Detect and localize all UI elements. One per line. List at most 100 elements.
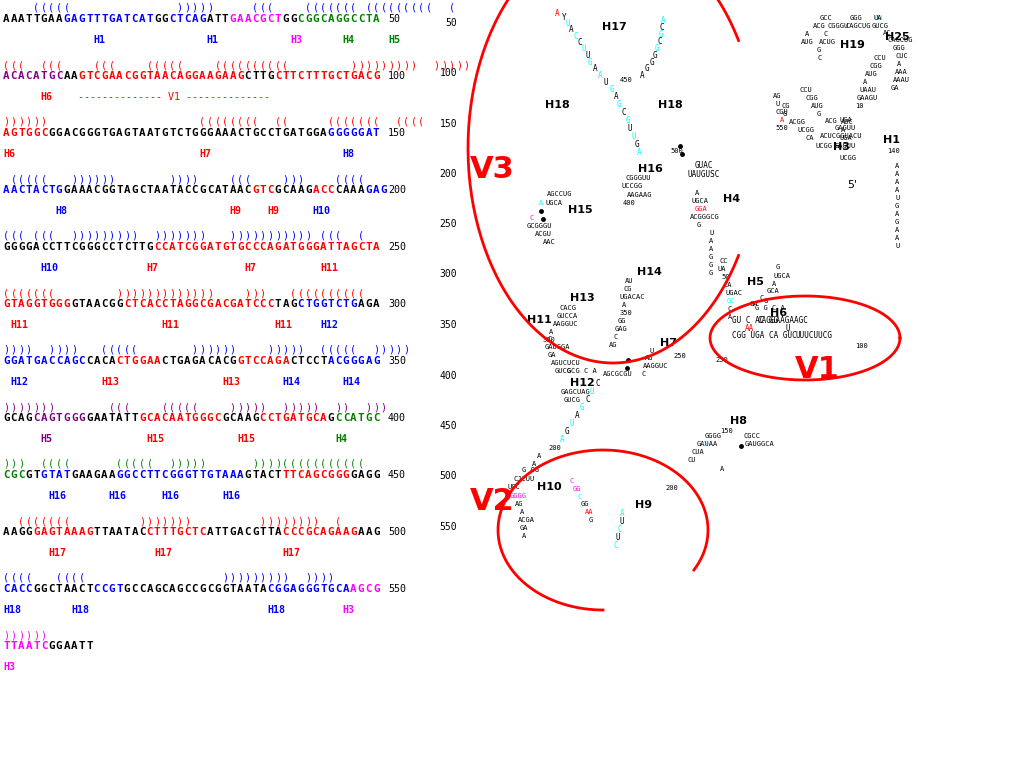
Text: G: G	[86, 128, 92, 138]
Text: C: C	[93, 185, 100, 195]
Text: GG: GG	[618, 318, 627, 324]
Text: C: C	[290, 356, 296, 366]
Text: 450: 450	[620, 77, 633, 83]
Text: T: T	[26, 356, 32, 366]
Text: G: G	[207, 470, 213, 480]
Text: AA: AA	[585, 509, 594, 515]
Text: H11: H11	[527, 315, 552, 325]
Text: C: C	[207, 356, 213, 366]
Text: H12: H12	[570, 378, 595, 388]
Text: H6: H6	[3, 149, 15, 159]
Text: H11: H11	[321, 263, 338, 273]
Text: UGCA: UGCA	[691, 198, 708, 204]
Text: (: (	[245, 174, 251, 184]
Text: G: G	[191, 356, 199, 366]
Text: C: C	[570, 478, 574, 484]
Text: C: C	[207, 584, 213, 594]
Text: A: A	[283, 242, 289, 252]
Text: G: G	[783, 111, 787, 117]
Text: (: (	[139, 459, 145, 469]
Text: ): )	[10, 345, 16, 355]
Text: H10: H10	[41, 263, 58, 273]
Text: A: A	[3, 128, 9, 138]
Text: C: C	[200, 527, 206, 537]
Text: UGA: UGA	[839, 135, 852, 141]
Text: C: C	[274, 71, 282, 81]
Text: A: A	[146, 356, 153, 366]
Text: T: T	[290, 71, 296, 81]
Text: A: A	[720, 466, 724, 472]
Text: C: C	[48, 356, 55, 366]
Text: A: A	[214, 356, 221, 366]
Text: H7: H7	[200, 149, 211, 159]
Text: A: A	[895, 211, 899, 217]
Text: A: A	[357, 185, 365, 195]
Text: C: C	[131, 470, 138, 480]
Text: T: T	[290, 242, 296, 252]
Text: A: A	[695, 190, 699, 196]
Text: U: U	[895, 243, 899, 249]
Text: C: C	[3, 470, 9, 480]
Text: A: A	[895, 187, 899, 193]
Text: T: T	[154, 470, 161, 480]
Text: T: T	[260, 185, 266, 195]
Text: G G C A: G G C A	[567, 368, 597, 374]
Text: G: G	[222, 413, 228, 423]
Text: C: C	[184, 242, 190, 252]
Text: C: C	[574, 32, 579, 41]
Text: (: (	[124, 402, 130, 412]
Text: C: C	[18, 584, 25, 594]
Text: ): )	[200, 231, 205, 241]
Text: A: A	[373, 242, 380, 252]
Text: G: G	[252, 413, 259, 423]
Text: (: (	[343, 288, 349, 298]
Text: T: T	[169, 356, 175, 366]
Text: (: (	[207, 117, 213, 127]
Text: G: G	[86, 527, 92, 537]
Text: A: A	[357, 470, 365, 480]
Text: A: A	[207, 71, 213, 81]
Text: H17: H17	[602, 22, 627, 32]
Text: ): )	[207, 3, 213, 13]
Text: (: (	[343, 345, 349, 355]
Text: H8: H8	[730, 416, 746, 426]
Text: GG: GG	[581, 501, 590, 507]
Text: G: G	[71, 413, 78, 423]
Text: (: (	[41, 231, 47, 241]
Text: ): )	[312, 402, 318, 412]
Text: 300: 300	[543, 337, 556, 343]
Text: ): )	[283, 174, 289, 184]
Text: GUCG: GUCG	[564, 397, 581, 403]
Text: (: (	[10, 231, 16, 241]
Text: G: G	[381, 185, 387, 195]
Text: A: A	[184, 356, 190, 366]
Text: (: (	[56, 3, 61, 13]
Text: G: G	[93, 128, 100, 138]
Text: C: C	[222, 299, 228, 309]
Text: ): )	[366, 402, 372, 412]
Text: H13: H13	[222, 377, 240, 387]
Text: T: T	[48, 185, 55, 195]
Text: ): )	[381, 345, 386, 355]
Text: (: (	[71, 573, 77, 583]
Text: (: (	[305, 459, 311, 469]
Text: A: A	[662, 16, 666, 25]
Text: C: C	[139, 470, 145, 480]
Text: ): )	[237, 402, 243, 412]
Text: UA: UA	[873, 15, 882, 21]
Text: ): )	[312, 516, 318, 526]
Text: T: T	[357, 413, 365, 423]
Text: ): )	[283, 402, 289, 412]
Text: T: T	[3, 641, 9, 651]
Text: 100: 100	[388, 71, 407, 81]
Text: ): )	[18, 630, 25, 640]
Text: G: G	[33, 584, 40, 594]
Text: A: A	[343, 185, 349, 195]
Text: (: (	[41, 288, 47, 298]
Text: (: (	[321, 288, 326, 298]
Text: CGG UGA CA GUC: CGG UGA CA GUC	[732, 331, 797, 340]
Text: G: G	[177, 527, 183, 537]
Text: H16: H16	[222, 491, 240, 501]
Text: T: T	[274, 14, 282, 24]
Text: (: (	[312, 3, 318, 13]
